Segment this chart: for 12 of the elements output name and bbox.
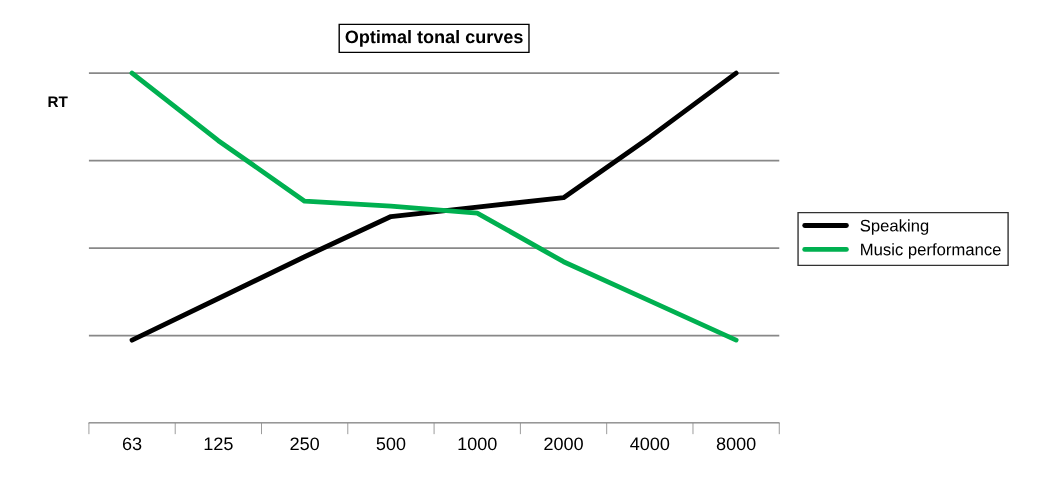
legend-label: Speaking [860,219,929,235]
x-tick-label: 1000 [458,437,497,451]
x-tick-label: 63 [122,437,142,451]
x-tick-label: 250 [290,437,320,451]
x-tick-label: 4000 [630,437,670,451]
chart-title: Optimal tonal curves [345,30,523,47]
legend-label: Music performance [861,243,1001,259]
x-tick-label: 8000 [716,437,756,451]
x-tick-label: 500 [376,437,406,451]
y-axis-title: RT [48,96,68,107]
x-tick-label: 2000 [544,437,583,451]
x-tick-label: 125 [204,437,233,451]
